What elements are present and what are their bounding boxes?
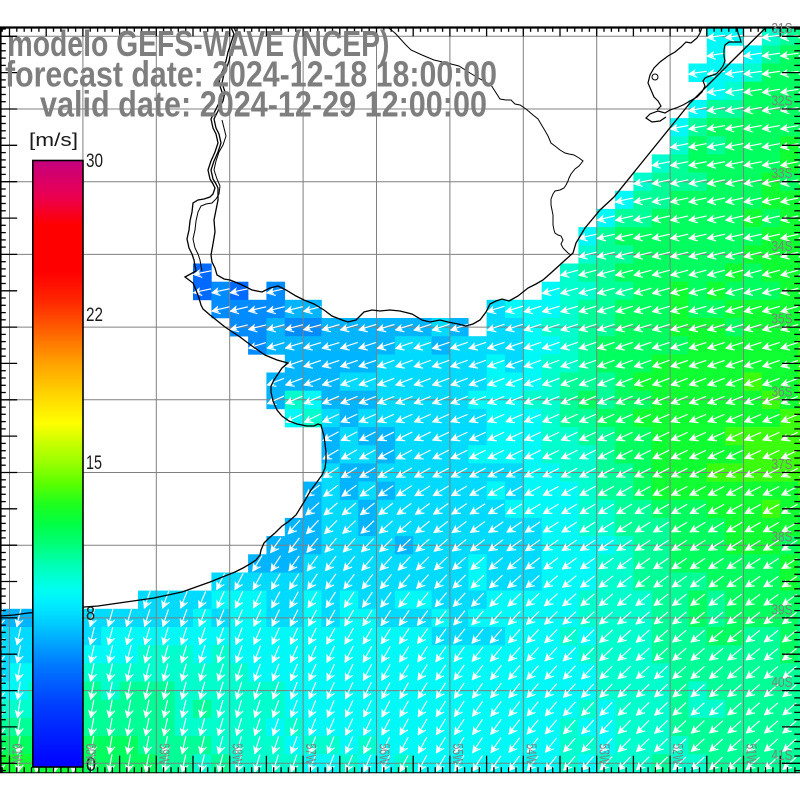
svg-text:53W: 53W [596, 744, 612, 765]
svg-text:31S: 31S [772, 21, 793, 37]
svg-text:59W: 59W [155, 744, 171, 765]
svg-text:52W: 52W [669, 744, 685, 765]
svg-text:56W: 56W [376, 744, 392, 765]
svg-text:39S: 39S [772, 602, 793, 618]
svg-text:30: 30 [86, 150, 103, 172]
svg-text:32S: 32S [772, 94, 793, 110]
svg-text:modelo GEFS-WAVE (NCEP): modelo GEFS-WAVE (NCEP) [8, 23, 390, 64]
svg-text:[m/s]: [m/s] [29, 130, 78, 150]
svg-text:36S: 36S [772, 384, 793, 400]
svg-text:55W: 55W [449, 744, 465, 765]
svg-text:58W: 58W [229, 744, 245, 765]
svg-text:61W: 61W [9, 744, 25, 765]
svg-text:8: 8 [86, 603, 95, 625]
svg-text:57W: 57W [302, 744, 318, 765]
svg-text:40S: 40S [772, 675, 793, 691]
svg-text:51W: 51W [743, 744, 759, 765]
svg-text:22: 22 [86, 304, 103, 326]
svg-text:15: 15 [86, 452, 102, 474]
svg-text:valid date: 2024-12-29 12:00:0: valid date: 2024-12-29 12:00:00 [40, 84, 487, 125]
svg-text:54W: 54W [522, 744, 538, 765]
svg-text:37S: 37S [772, 457, 793, 473]
svg-text:forecast date: 2024-12-18 18:0: forecast date: 2024-12-18 18:00:00 [5, 54, 497, 95]
svg-text:34S: 34S [772, 239, 793, 255]
svg-text:0: 0 [86, 754, 96, 776]
svg-text:33S: 33S [772, 166, 793, 182]
svg-text:38S: 38S [772, 530, 793, 546]
svg-text:60W: 60W [82, 744, 98, 765]
svg-text:41S: 41S [772, 748, 793, 764]
svg-text:35S: 35S [772, 312, 793, 328]
